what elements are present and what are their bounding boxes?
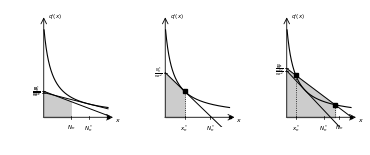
Text: $x$: $x$ bbox=[115, 117, 121, 124]
Text: $\frac{N_n^*}{n\sigma^2}$: $\frac{N_n^*}{n\sigma^2}$ bbox=[32, 85, 41, 100]
Text: $x$: $x$ bbox=[358, 117, 364, 124]
Text: $x_n^*$: $x_n^*$ bbox=[292, 123, 300, 133]
Text: $\frac{N_n^*}{n\sigma^2}$: $\frac{N_n^*}{n\sigma^2}$ bbox=[275, 63, 284, 79]
Text: $\frac{N_n}{n\sigma^2}$: $\frac{N_n}{n\sigma^2}$ bbox=[275, 62, 284, 75]
Text: $N_n^*$: $N_n^*$ bbox=[84, 123, 93, 133]
Text: $x$: $x$ bbox=[236, 117, 242, 124]
Text: $N_n$: $N_n$ bbox=[67, 123, 75, 132]
Text: $\frac{N_n^*}{n\sigma^2}$: $\frac{N_n^*}{n\sigma^2}$ bbox=[154, 65, 163, 81]
Text: $N_n^*$: $N_n^*$ bbox=[319, 123, 329, 133]
Text: $N_n$: $N_n$ bbox=[335, 123, 344, 132]
Text: $\frac{N_n}{n\sigma^2}$: $\frac{N_n}{n\sigma^2}$ bbox=[32, 85, 41, 98]
Text: $q'(x)$: $q'(x)$ bbox=[291, 13, 305, 22]
Text: $q'(x)$: $q'(x)$ bbox=[170, 13, 184, 22]
Text: $N_n^*$: $N_n^*$ bbox=[206, 123, 215, 133]
Text: $x_n^*$: $x_n^*$ bbox=[181, 123, 189, 133]
Text: $q'(x)$: $q'(x)$ bbox=[48, 13, 62, 22]
